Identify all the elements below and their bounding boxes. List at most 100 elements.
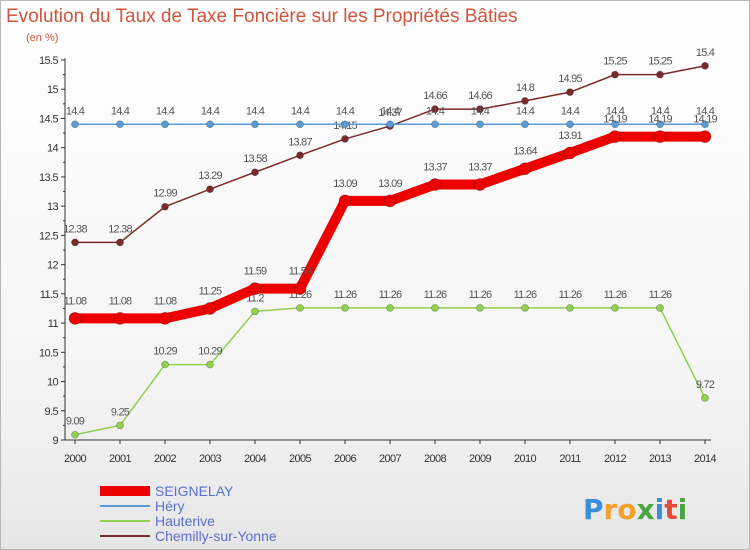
data-label-chemilly-sur-yonne: 14.66	[468, 90, 492, 102]
data-point-h-ry	[206, 120, 214, 129]
data-point-chemilly-sur-yonne	[161, 202, 169, 211]
data-point-chemilly-sur-yonne	[521, 97, 529, 105]
data-label-chemilly-sur-yonne: 15.25	[648, 56, 672, 68]
data-point-seignelay	[293, 282, 307, 295]
data-label-seignelay: 11.08	[64, 295, 87, 307]
legend-label-chemilly-sur-yonne: Chemilly-sur-Yonne	[155, 528, 277, 544]
series-layer: 12.3812.3812.9913.2913.5813.8714.1514.37…	[63, 47, 718, 439]
data-label-seignelay: 14.19	[648, 114, 672, 126]
data-point-h-ry	[341, 120, 349, 129]
data-label-seignelay: 13.37	[468, 162, 492, 174]
data-point-seignelay	[428, 178, 442, 191]
data-label-seignelay: 11.59	[244, 266, 267, 278]
y-tick-label: 10	[47, 377, 59, 389]
data-label-chemilly-sur-yonne: 14.37	[378, 107, 402, 119]
data-point-h-ry	[521, 120, 529, 129]
y-tick-label: 10.5	[39, 347, 58, 359]
data-label-h-ry: 14.4	[606, 105, 625, 117]
data-label-hauterive: 11.26	[559, 289, 582, 301]
logo-letter: i	[678, 493, 688, 526]
data-point-hauterive	[566, 304, 574, 312]
data-point-h-ry	[656, 120, 664, 129]
data-point-hauterive	[116, 421, 124, 430]
x-tick-label: 2010	[514, 453, 537, 465]
data-point-seignelay	[473, 178, 487, 191]
data-label-chemilly-sur-yonne: 14.66	[423, 90, 447, 102]
y-tick-label: 15.5	[39, 55, 58, 67]
data-point-seignelay	[653, 130, 667, 143]
data-label-chemilly-sur-yonne: 12.38	[63, 223, 87, 235]
data-label-hauterive: 11.26	[604, 289, 627, 301]
data-label-hauterive: 11.26	[334, 289, 357, 301]
data-point-chemilly-sur-yonne	[476, 105, 484, 113]
x-tick-label: 2007	[379, 453, 402, 465]
y-tick-label: 12.5	[39, 230, 58, 242]
data-point-hauterive	[71, 430, 79, 439]
data-point-hauterive	[386, 304, 394, 312]
data-point-hauterive	[341, 304, 349, 312]
series-h-ry: 14.4 14.4 14.4 14.4 14.4 14.4 14.4 14.4 14.4 14.4…	[66, 105, 716, 129]
data-point-seignelay	[158, 312, 172, 325]
data-point-chemilly-sur-yonne	[341, 135, 349, 143]
data-label-seignelay: 14.19	[693, 114, 717, 126]
logo-letter: x	[637, 493, 655, 526]
y-tick-label: 13.5	[39, 172, 58, 184]
data-label-chemilly-sur-yonne: 13.58	[243, 153, 267, 165]
data-label-seignelay: 11.08	[109, 295, 132, 307]
series-line-chemilly-sur-yonne	[74, 65, 706, 244]
y-tick-label: 13	[47, 201, 59, 213]
data-point-seignelay	[68, 312, 82, 325]
series-seignelay: 11.08 11.08 11.08 11.25 11.59 11.59 13.09 13.09…	[64, 114, 718, 325]
y-tick-label: 9	[52, 435, 58, 447]
data-point-chemilly-sur-yonne	[116, 238, 124, 247]
data-label-h-ry: 14.4	[336, 105, 355, 117]
data-label-h-ry: 14.4	[291, 105, 310, 117]
y-tick-label: 12	[47, 260, 59, 272]
logo-letter: r	[604, 493, 618, 526]
data-label-h-ry: 14.4	[516, 105, 535, 117]
data-label-h-ry: 14.4	[381, 105, 400, 117]
data-label-chemilly-sur-yonne: 12.99	[153, 188, 177, 200]
data-point-chemilly-sur-yonne	[296, 151, 304, 160]
data-point-chemilly-sur-yonne	[206, 185, 214, 193]
logo-letter: i	[655, 493, 665, 526]
data-point-chemilly-sur-yonne	[251, 168, 259, 177]
data-label-seignelay: 11.25	[199, 285, 222, 297]
x-tick-label: 2008	[424, 453, 447, 465]
data-label-hauterive: 11.26	[514, 289, 537, 301]
data-point-chemilly-sur-yonne	[701, 62, 709, 70]
data-point-seignelay	[338, 194, 352, 208]
data-point-seignelay	[203, 302, 217, 315]
data-label-hauterive: 9.09	[66, 416, 85, 428]
data-label-hauterive: 11.26	[424, 289, 447, 301]
data-point-chemilly-sur-yonne	[656, 70, 664, 79]
data-label-hauterive: 11.26	[649, 289, 672, 301]
data-label-h-ry: 14.4	[111, 105, 130, 117]
data-label-h-ry: 14.4	[156, 105, 175, 117]
data-label-chemilly-sur-yonne: 14.95	[558, 73, 582, 85]
data-label-chemilly-sur-yonne: 13.87	[288, 136, 312, 148]
data-point-hauterive	[611, 304, 619, 312]
y-tick-label: 9.5	[45, 406, 59, 418]
data-label-seignelay: 13.91	[558, 130, 582, 142]
data-point-seignelay	[383, 194, 397, 208]
data-point-chemilly-sur-yonne	[71, 238, 79, 247]
data-point-seignelay	[698, 130, 712, 143]
x-tick-label: 2013	[649, 453, 672, 465]
data-point-h-ry	[566, 120, 574, 129]
data-point-chemilly-sur-yonne	[566, 88, 574, 96]
data-label-hauterive: 10.29	[198, 346, 222, 358]
data-point-h-ry	[476, 120, 484, 129]
x-tick-label: 2012	[604, 453, 627, 465]
logo-letter: o	[617, 493, 636, 526]
data-point-h-ry	[161, 120, 169, 129]
y-tick-label: 11	[48, 318, 59, 330]
data-label-hauterive: 9.25	[111, 406, 130, 418]
data-point-h-ry	[251, 120, 259, 129]
data-label-chemilly-sur-yonne: 12.38	[108, 223, 132, 235]
data-point-hauterive	[206, 360, 214, 369]
data-point-h-ry	[431, 120, 439, 129]
x-tick-label: 2001	[109, 453, 132, 465]
